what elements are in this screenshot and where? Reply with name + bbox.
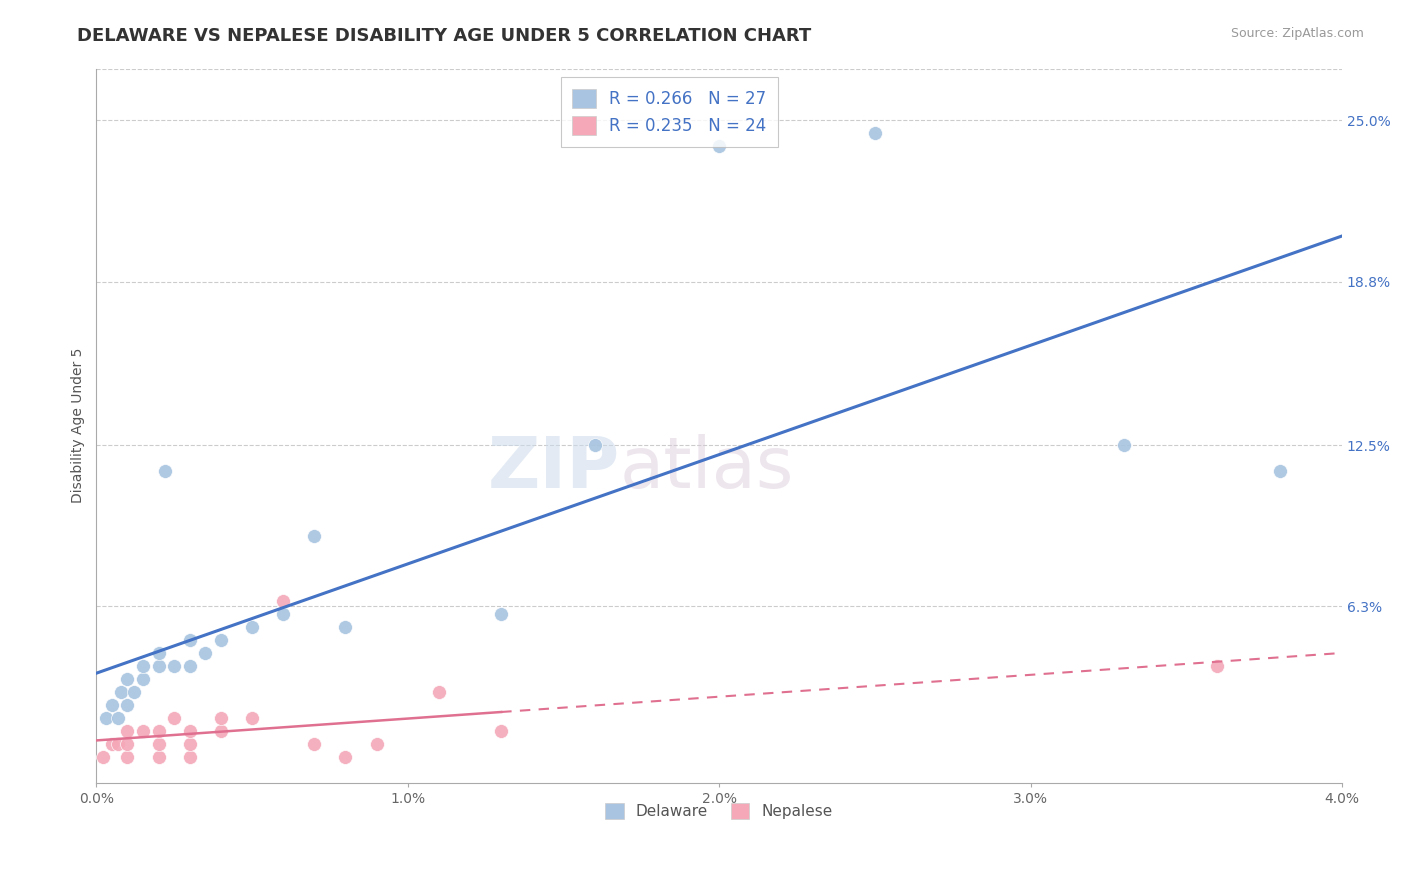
Point	[148, 659, 170, 673]
Point	[1206, 659, 1229, 673]
Point	[1268, 464, 1291, 478]
Text: atlas: atlas	[620, 434, 794, 503]
Point	[335, 620, 357, 634]
Point	[110, 685, 132, 699]
Point	[240, 620, 263, 634]
Point	[148, 724, 170, 739]
Legend: Delaware, Nepalese: Delaware, Nepalese	[599, 797, 839, 825]
Point	[304, 737, 326, 751]
Point	[148, 646, 170, 660]
Point	[209, 711, 232, 725]
Point	[122, 685, 145, 699]
Point	[163, 659, 186, 673]
Point	[1112, 438, 1135, 452]
Point	[148, 737, 170, 751]
Point	[489, 724, 512, 739]
Point	[863, 127, 886, 141]
Point	[94, 711, 117, 725]
Text: DELAWARE VS NEPALESE DISABILITY AGE UNDER 5 CORRELATION CHART: DELAWARE VS NEPALESE DISABILITY AGE UNDE…	[77, 27, 811, 45]
Point	[179, 737, 201, 751]
Point	[107, 711, 129, 725]
Point	[304, 529, 326, 543]
Point	[209, 633, 232, 648]
Point	[148, 750, 170, 764]
Point	[335, 750, 357, 764]
Point	[366, 737, 388, 751]
Point	[427, 685, 450, 699]
Point	[101, 698, 124, 712]
Point	[117, 698, 139, 712]
Point	[489, 607, 512, 622]
Point	[153, 464, 176, 478]
Point	[117, 750, 139, 764]
Point	[132, 724, 155, 739]
Point	[179, 633, 201, 648]
Point	[583, 438, 606, 452]
Point	[709, 139, 731, 153]
Point	[240, 711, 263, 725]
Point	[209, 724, 232, 739]
Point	[163, 711, 186, 725]
Point	[101, 737, 124, 751]
Point	[117, 737, 139, 751]
Point	[91, 750, 114, 764]
Point	[194, 646, 217, 660]
Point	[179, 659, 201, 673]
Point	[117, 672, 139, 686]
Y-axis label: Disability Age Under 5: Disability Age Under 5	[72, 348, 86, 503]
Point	[107, 737, 129, 751]
Point	[132, 659, 155, 673]
Point	[179, 750, 201, 764]
Point	[132, 672, 155, 686]
Point	[179, 724, 201, 739]
Text: Source: ZipAtlas.com: Source: ZipAtlas.com	[1230, 27, 1364, 40]
Text: ZIP: ZIP	[488, 434, 620, 503]
Point	[271, 607, 294, 622]
Point	[271, 594, 294, 608]
Point	[117, 724, 139, 739]
